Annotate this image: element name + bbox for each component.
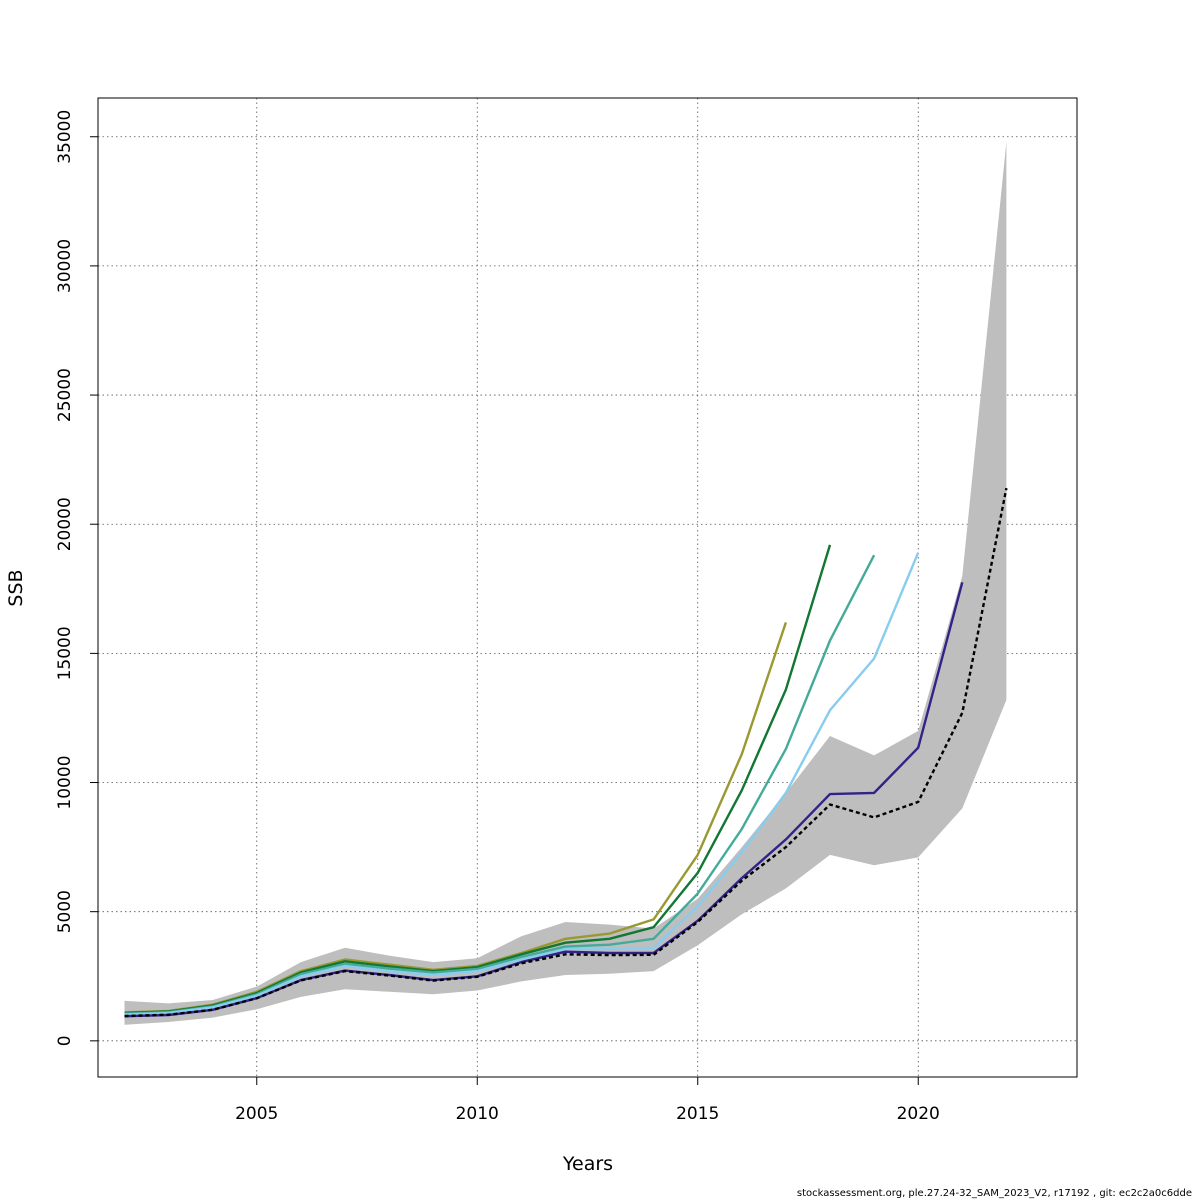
plot-frame: [97, 97, 1078, 1078]
confidence-band: [124, 141, 1007, 1025]
y-tick-label: 10000: [55, 755, 75, 809]
confidence-band-layer: [124, 141, 1007, 1025]
y-tick-label: 20000: [55, 497, 75, 551]
series-line-0: [124, 622, 788, 1014]
series-line-3: [124, 552, 920, 1016]
y-tick-label: 30000: [55, 239, 75, 293]
footer-caption: stockassessment.org, ple.27.24-32_SAM_20…: [797, 1188, 1192, 1199]
series-line-2: [124, 554, 876, 1015]
x-tick-label: 2015: [676, 1104, 719, 1124]
y-tick-label: 5000: [55, 890, 75, 933]
y-tick-label: 0: [55, 1035, 75, 1046]
x-axis-title: Years: [562, 1153, 613, 1175]
series-line-5: [124, 487, 1008, 1018]
x-tick-label: 2020: [897, 1104, 940, 1124]
y-axis-title: SSB: [5, 569, 27, 606]
x-tick-label: 2005: [235, 1104, 278, 1124]
y-tick-label: 25000: [55, 368, 75, 422]
y-tick-label: 15000: [55, 626, 75, 680]
y-axis: 0 5000 10000 15000 20000 25000 30000 35000: [55, 110, 98, 1046]
y-tick-label: 35000: [55, 110, 75, 164]
x-tick-label: 2010: [456, 1104, 499, 1124]
x-axis: 2005 2010 2015 2020: [235, 1077, 940, 1124]
series-layer: [124, 487, 1008, 1018]
